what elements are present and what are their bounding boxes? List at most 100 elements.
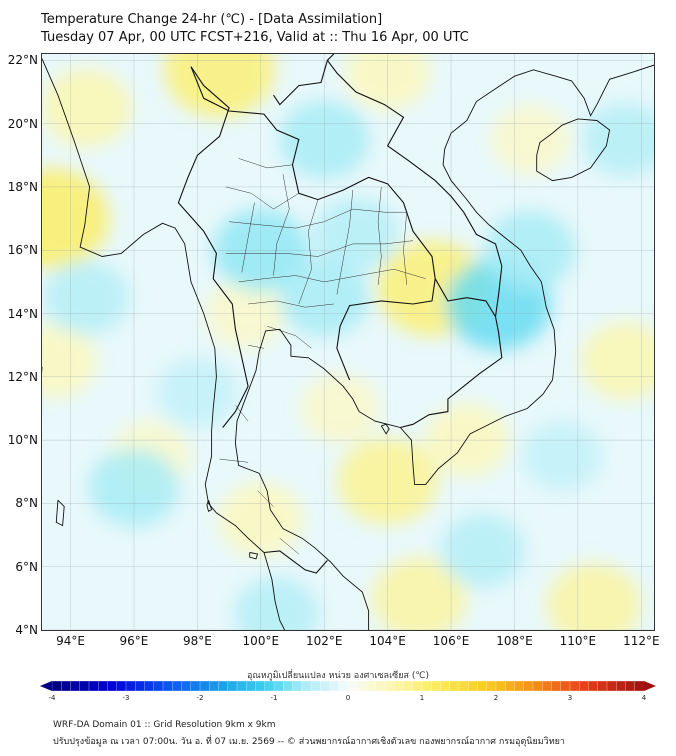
colorbar-segment [357, 680, 368, 692]
colorbar-segment [79, 680, 90, 692]
province-boundary-7 [273, 174, 290, 276]
colorbar-tick-label: -4 [48, 694, 56, 702]
colorbar-segment [162, 680, 173, 692]
colorbar-tick-label: 2 [493, 694, 499, 702]
colorbar-min-arrow [40, 681, 52, 691]
country-border-2 [273, 60, 328, 106]
anomaly-region-28 [234, 577, 320, 630]
chart-title: Temperature Change 24-hr (℃) - [Data Ass… [41, 12, 383, 27]
colorbar-tick-label: 0 [345, 694, 351, 702]
colorbar-segment [125, 680, 136, 692]
province-boundary-11 [403, 212, 407, 286]
colorbar-segment [61, 680, 72, 692]
lon-tick-label: 102°E [305, 634, 343, 648]
colorbar-segment [366, 680, 377, 692]
coastline-2 [536, 118, 611, 182]
anomaly-region-10 [580, 321, 654, 401]
province-boundary-15 [219, 458, 249, 463]
colorbar-segment [486, 680, 497, 692]
colorbar-segment [190, 680, 201, 692]
lon-tick-label: 96°E [119, 634, 149, 648]
chart-subtitle: Tuesday 07 Apr, 00 UTC FCST+216, Valid a… [41, 30, 469, 45]
colorbar-segment [264, 680, 275, 692]
anomaly-region-11 [490, 104, 571, 175]
colorbar-segment [468, 680, 479, 692]
colorbar-segment [616, 680, 627, 692]
colorbar-segment [551, 680, 562, 692]
colorbar-segment [403, 680, 414, 692]
anomaly-region-6 [371, 556, 467, 630]
province-boundary-2 [229, 208, 407, 229]
colorbar-segment [523, 680, 534, 692]
temperature-change-map [42, 54, 654, 630]
coastline-1 [234, 64, 654, 630]
lon-tick-label: 98°E [182, 634, 212, 648]
colorbar-segment [98, 680, 109, 692]
colorbar-segment [606, 680, 617, 692]
colorbar-segment [347, 680, 358, 692]
country-border-1 [177, 66, 249, 428]
colorbar-segment [292, 680, 303, 692]
lat-tick-label: 8°N [15, 496, 38, 511]
colorbar-segment [588, 680, 599, 692]
anomaly-region-27 [522, 421, 603, 491]
colorbar-segment [199, 680, 210, 692]
lon-tick-label: 100°E [242, 634, 280, 648]
lat-tick-label: 4°N [15, 623, 38, 637]
colorbar-segment [181, 680, 192, 692]
colorbar-tick-label: -2 [196, 694, 204, 702]
lat-tick-label: 6°N [15, 559, 38, 574]
colorbar-max-arrow [644, 681, 656, 691]
lat-tick-label: 10°N [7, 433, 38, 448]
lat-tick-label: 16°N [7, 243, 38, 258]
colorbar-segment [70, 680, 81, 692]
province-boundary-6 [241, 202, 255, 273]
lon-tick-label: 108°E [496, 634, 533, 648]
colorbar-tick-label: 3 [567, 694, 573, 702]
country-border-5 [400, 278, 503, 429]
colorbar-segment [310, 680, 321, 692]
province-boundary-16 [257, 490, 274, 507]
country-border-6 [263, 550, 328, 574]
province-boundary-9 [336, 190, 354, 295]
colorbar-segment [246, 680, 257, 692]
anomaly-region-2 [42, 68, 132, 147]
anomaly-region-7 [546, 563, 642, 630]
colorbar-segment [107, 680, 118, 692]
coastline-6 [55, 499, 65, 527]
colorbar-segment [329, 680, 340, 692]
colorbar-title: อุณหภูมิเปลี่ยนแปลง หน่วย องศาเซลเซียส (… [246, 671, 430, 681]
colorbar-segment [283, 680, 294, 692]
colorbar-segment [375, 680, 386, 692]
colorbar-segment [218, 680, 229, 692]
province-boundary-4 [238, 268, 426, 283]
colorbar-segment [273, 680, 284, 692]
country-border-0 [190, 66, 436, 381]
anomaly-region-24 [313, 197, 399, 272]
colorbar-segment [236, 680, 247, 692]
colorbar-segment [477, 680, 488, 692]
footer-credit: ปรับปรุงข้อมูล ณ เวลา 07:00น. วัน อ. ที่… [53, 737, 565, 747]
colorbar-segment [88, 680, 99, 692]
colorbar-segment [153, 680, 164, 692]
colorbar-segment [172, 680, 183, 692]
colorbar-segment [116, 680, 127, 692]
lat-tick-label: 18°N [7, 179, 38, 194]
colorbar-segment [51, 680, 62, 692]
colorbar-segment [495, 680, 506, 692]
anomaly-region-26 [582, 102, 654, 177]
colorbar-segment [338, 680, 349, 692]
colorbar-tick-label: 1 [419, 694, 425, 702]
colorbar-segment [569, 680, 580, 692]
coastline-0 [42, 58, 286, 630]
colorbar-segment [597, 680, 608, 692]
lon-tick-label: 106°E [432, 634, 470, 648]
colorbar-segment [542, 680, 553, 692]
colorbar [40, 680, 656, 692]
map-panel[interactable] [41, 53, 655, 631]
colorbar-segment [255, 680, 266, 692]
colorbar-segment [412, 680, 423, 692]
colorbar-segment [209, 680, 220, 692]
colorbar-segment [135, 680, 146, 692]
province-boundary-17 [279, 538, 299, 555]
